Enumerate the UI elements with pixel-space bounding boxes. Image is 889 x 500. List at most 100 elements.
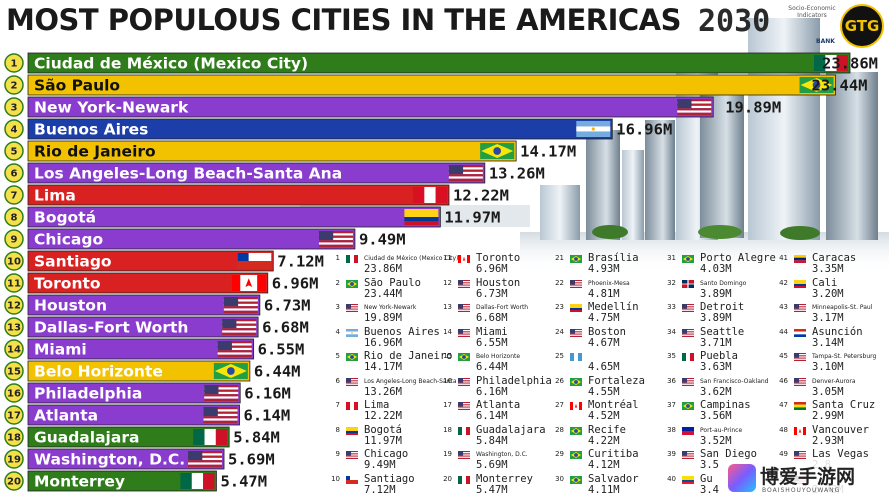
ranking-city-name: Ciudad de México (Mexico City) bbox=[364, 255, 459, 262]
ranking-rank: 2 bbox=[335, 278, 340, 287]
bar-value-label: 5.84M bbox=[233, 429, 280, 447]
channel-logo: GTG bbox=[840, 4, 884, 48]
ranking-city-name: Vancouver bbox=[812, 423, 869, 436]
ranking-flag bbox=[570, 255, 582, 263]
ranking-flag bbox=[794, 451, 806, 459]
ranking-city-name: Santo Domingo bbox=[700, 279, 747, 287]
rank-number: 9 bbox=[11, 235, 18, 246]
ranking-entry: 38 Port-au-Prince 3.52M bbox=[662, 424, 774, 448]
bar-category-label: Bogotá bbox=[34, 209, 96, 227]
ranking-population: 6.68M bbox=[476, 312, 508, 324]
ranking-entry: 19 Washington, D.C. 5.69M bbox=[438, 448, 550, 472]
ranking-population: 3.5 bbox=[700, 459, 719, 471]
rank-badge bbox=[4, 273, 24, 293]
ranking-rank: 21 bbox=[555, 254, 564, 262]
flag-usa-icon bbox=[794, 377, 806, 386]
ranking-rank: 12 bbox=[443, 278, 452, 287]
ranking-rank: 33 bbox=[667, 303, 676, 311]
ranking-population: 3.71M bbox=[700, 336, 732, 349]
ranking-city-name: Lima bbox=[364, 399, 390, 411]
flag-usa-icon bbox=[448, 165, 483, 181]
bar bbox=[27, 228, 356, 250]
bar bbox=[27, 382, 241, 404]
ranking-flag bbox=[346, 328, 358, 337]
rank-badge bbox=[4, 361, 24, 381]
ranking-city-name: Guadalajara bbox=[476, 423, 546, 436]
bar-row: 15 Belo Horizonte 6.44M bbox=[4, 360, 301, 382]
rank-badge bbox=[4, 339, 24, 359]
ranking-rank: 31 bbox=[667, 254, 676, 262]
ranking-rank: 15 bbox=[443, 352, 452, 360]
ranking-entry: 1 Ciudad de México (Mexico City) 23.86M bbox=[326, 252, 459, 276]
ranking-city-name: San Diego bbox=[700, 448, 757, 460]
ranking-population: 23.86M bbox=[364, 263, 402, 275]
ranking-rank: 18 bbox=[443, 425, 452, 434]
flag-usa-icon bbox=[794, 304, 806, 312]
flag-brazil-icon bbox=[682, 255, 694, 263]
bar bbox=[27, 96, 714, 118]
ranking-city-name: Curitiba bbox=[588, 448, 639, 460]
ranking-flag bbox=[458, 377, 470, 386]
ranking-population: 3.14M bbox=[812, 336, 844, 349]
ranking-population: 5.69M bbox=[476, 459, 508, 471]
bar bbox=[27, 294, 261, 316]
bar bbox=[27, 272, 269, 294]
ranking-rank: 6 bbox=[335, 376, 340, 385]
rank-badge bbox=[4, 405, 24, 425]
bar bbox=[27, 360, 251, 382]
ranking-population: 14.17M bbox=[364, 361, 402, 373]
ranking-city-name: Santiago bbox=[364, 472, 415, 485]
bar-value-label: 23.44M bbox=[812, 77, 868, 95]
rank-badge bbox=[4, 97, 24, 117]
ranking-flag bbox=[682, 402, 694, 410]
bar-row: 16 Philadelphia 6.16M bbox=[4, 382, 291, 404]
flag-paraguay-icon bbox=[794, 328, 806, 337]
flag-usa-icon bbox=[203, 407, 238, 423]
bar bbox=[27, 470, 217, 492]
rank-badge bbox=[4, 295, 24, 315]
ranking-flag bbox=[458, 402, 470, 410]
bar-value-label: 6.68M bbox=[262, 319, 309, 337]
ranking-rank: 13 bbox=[443, 303, 452, 311]
ranking-city-name: Las Vegas bbox=[812, 448, 869, 460]
ranking-rank: 17 bbox=[443, 401, 452, 409]
ranking-flag bbox=[458, 304, 470, 312]
ranking-flag bbox=[794, 426, 806, 435]
flag-usa-icon bbox=[204, 385, 239, 401]
rank-number: 11 bbox=[7, 279, 21, 290]
bar-category-label: Buenos Aires bbox=[34, 121, 148, 139]
flag-guatemala-icon bbox=[570, 353, 582, 361]
ranking-population: 9.49M bbox=[364, 459, 396, 471]
ranking-city-name: Puebla bbox=[700, 350, 738, 362]
ranking-population: 4.22M bbox=[588, 434, 620, 447]
rank-number: 18 bbox=[7, 433, 21, 444]
ranking-population: 3.89M bbox=[700, 312, 732, 324]
ranking-entry: 10 Santiago 7.12M bbox=[326, 473, 438, 497]
ranking-flag bbox=[794, 353, 806, 361]
bar-value-label: 6.16M bbox=[244, 385, 291, 403]
ranking-city-name: Gu bbox=[700, 472, 713, 485]
ranking-rank: 20 bbox=[443, 474, 452, 483]
ranking-rank: 11 bbox=[443, 254, 452, 262]
bar-row: 3 New York-Newark 19.89M bbox=[4, 96, 781, 118]
bar bbox=[27, 74, 836, 96]
bar-category-label: Guadalajara bbox=[34, 429, 139, 447]
ranking-rank: 26 bbox=[555, 376, 564, 385]
ranking-rank: 16 bbox=[443, 376, 452, 385]
rank-number: 12 bbox=[7, 301, 21, 312]
flag-brazil-icon bbox=[480, 143, 515, 159]
rank-badge bbox=[4, 471, 24, 491]
rank-number: 13 bbox=[7, 323, 21, 334]
ranking-entry: 17 Atlanta 6.14M bbox=[438, 399, 550, 423]
ranking-population: 5.47M bbox=[476, 483, 508, 496]
bar-row: 12 Houston 6.73M bbox=[4, 294, 311, 316]
ranking-flag bbox=[458, 451, 470, 459]
flag-usa-icon bbox=[682, 328, 694, 337]
ranking-flag bbox=[346, 377, 358, 386]
bar-value-label: 16.96M bbox=[616, 121, 672, 139]
ranking-flag bbox=[682, 426, 694, 435]
bar-category-label: Atlanta bbox=[34, 407, 98, 425]
ranking-entry: 14 Miami 6.55M bbox=[438, 326, 550, 350]
ranking-population: 4.65M bbox=[588, 361, 620, 373]
ranking-flag bbox=[346, 475, 358, 484]
